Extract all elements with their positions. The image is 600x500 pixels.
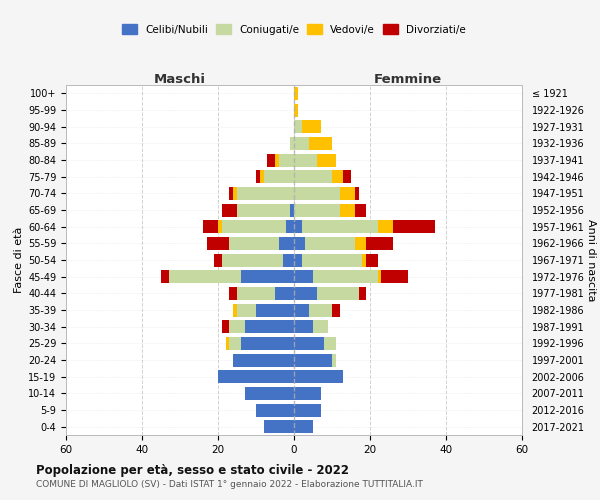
Bar	[206, 237, 229, 250]
Bar	[245, 387, 294, 400]
Bar	[169, 270, 241, 283]
Y-axis label: Anni di nascita: Anni di nascita	[586, 219, 596, 301]
Bar	[263, 170, 294, 183]
Bar	[245, 320, 294, 333]
Bar	[294, 204, 340, 216]
Bar	[362, 254, 366, 266]
Bar	[279, 154, 294, 166]
Bar	[222, 254, 283, 266]
Bar	[241, 270, 294, 283]
Bar	[343, 170, 351, 183]
Bar	[294, 254, 302, 266]
Bar	[233, 187, 237, 200]
Bar	[382, 270, 408, 283]
Legend: Celibi/Nubili, Coniugati/e, Vedovi/e, Divorziati/e: Celibi/Nubili, Coniugati/e, Vedovi/e, Di…	[118, 20, 470, 39]
Bar	[294, 387, 320, 400]
Bar	[302, 120, 320, 133]
Bar	[366, 237, 393, 250]
Bar	[241, 337, 294, 350]
Bar	[256, 404, 294, 416]
Bar	[203, 220, 218, 233]
Bar	[226, 337, 229, 350]
Bar	[294, 337, 325, 350]
Bar	[317, 287, 359, 300]
Bar	[294, 237, 305, 250]
Bar	[229, 320, 245, 333]
Bar	[302, 254, 362, 266]
Bar	[283, 254, 294, 266]
Bar	[294, 104, 298, 117]
Bar	[294, 154, 317, 166]
Bar	[229, 187, 233, 200]
Bar	[313, 320, 328, 333]
Bar	[294, 220, 302, 233]
Bar	[393, 220, 434, 233]
Bar	[309, 304, 332, 316]
Bar	[317, 154, 336, 166]
Bar	[233, 354, 294, 366]
Bar	[275, 154, 279, 166]
Bar	[332, 170, 343, 183]
Text: Popolazione per età, sesso e stato civile - 2022: Popolazione per età, sesso e stato civil…	[36, 464, 349, 477]
Bar	[377, 220, 393, 233]
Bar	[222, 204, 237, 216]
Bar	[290, 204, 294, 216]
Bar	[294, 320, 313, 333]
Bar	[237, 204, 290, 216]
Bar	[222, 220, 286, 233]
Bar	[279, 237, 294, 250]
Bar	[229, 287, 237, 300]
Bar	[260, 170, 263, 183]
Bar	[286, 220, 294, 233]
Bar	[340, 204, 355, 216]
Bar	[340, 187, 355, 200]
Bar	[355, 204, 366, 216]
Bar	[237, 287, 275, 300]
Bar	[294, 304, 309, 316]
Bar	[309, 137, 332, 150]
Text: Maschi: Maschi	[154, 73, 206, 86]
Bar	[256, 170, 260, 183]
Bar	[229, 237, 279, 250]
Bar	[359, 287, 366, 300]
Bar	[294, 420, 313, 433]
Y-axis label: Fasce di età: Fasce di età	[14, 227, 24, 293]
Bar	[302, 220, 377, 233]
Bar	[366, 254, 377, 266]
Bar	[233, 304, 237, 316]
Bar	[237, 187, 294, 200]
Bar	[218, 370, 294, 383]
Bar	[355, 237, 366, 250]
Bar	[332, 304, 340, 316]
Bar	[294, 120, 302, 133]
Bar	[294, 404, 320, 416]
Bar	[218, 220, 222, 233]
Bar	[222, 320, 229, 333]
Text: Femmine: Femmine	[374, 73, 442, 86]
Bar	[332, 354, 336, 366]
Bar	[294, 287, 317, 300]
Bar	[214, 254, 222, 266]
Bar	[313, 270, 377, 283]
Bar	[305, 237, 355, 250]
Bar	[256, 304, 294, 316]
Bar	[294, 370, 343, 383]
Bar	[377, 270, 382, 283]
Bar	[237, 304, 256, 316]
Bar	[275, 287, 294, 300]
Bar	[355, 187, 359, 200]
Bar	[268, 154, 275, 166]
Bar	[161, 270, 169, 283]
Bar	[294, 87, 298, 100]
Bar	[229, 337, 241, 350]
Bar	[294, 170, 332, 183]
Bar	[294, 354, 332, 366]
Bar	[294, 137, 309, 150]
Bar	[325, 337, 336, 350]
Bar	[294, 270, 313, 283]
Bar	[263, 420, 294, 433]
Text: COMUNE DI MAGLIOLO (SV) - Dati ISTAT 1° gennaio 2022 - Elaborazione TUTTITALIA.I: COMUNE DI MAGLIOLO (SV) - Dati ISTAT 1° …	[36, 480, 423, 489]
Bar	[290, 137, 294, 150]
Bar	[294, 187, 340, 200]
